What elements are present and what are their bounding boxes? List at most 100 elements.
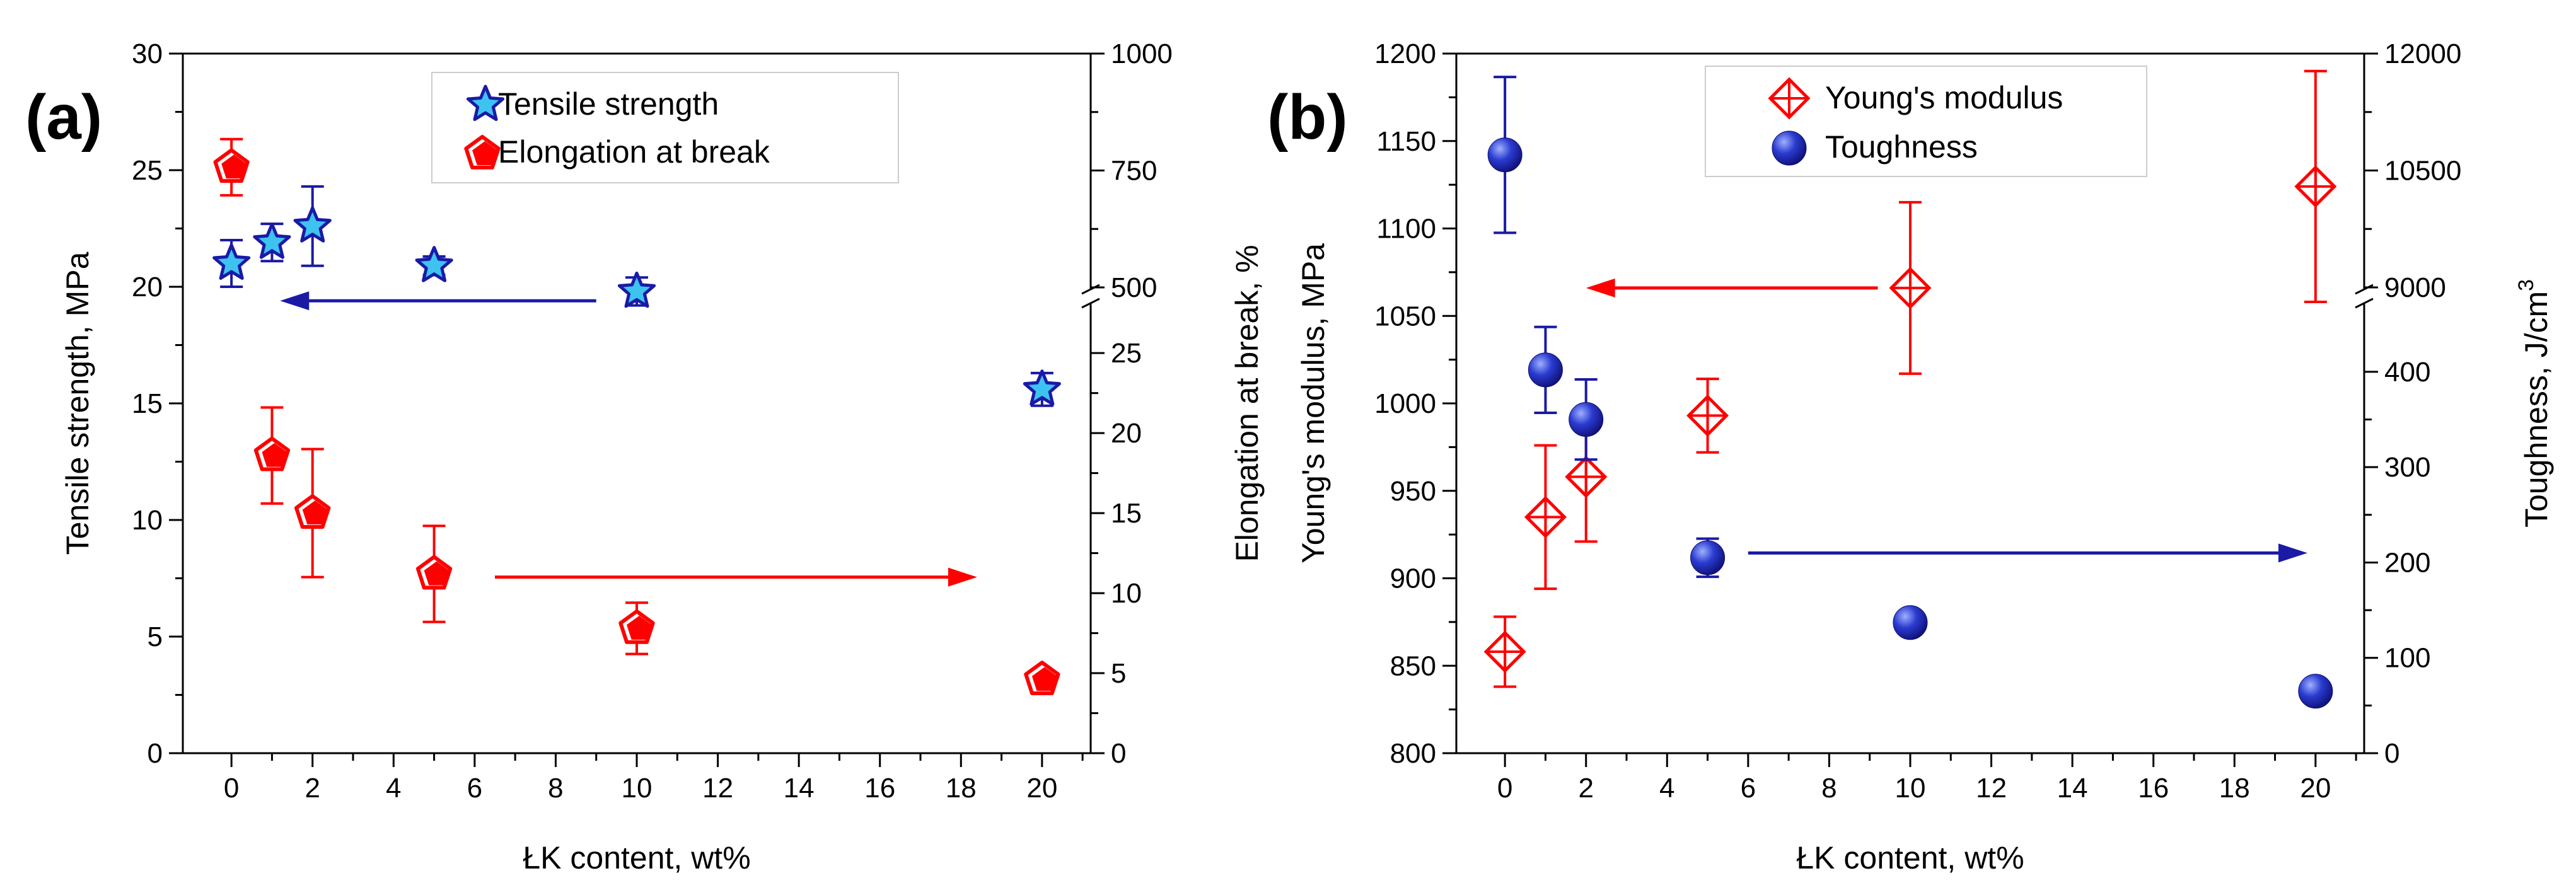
star-point bbox=[212, 243, 251, 280]
right-tick-label: 500 bbox=[1111, 272, 1157, 303]
right-tick-label: 400 bbox=[2384, 357, 2430, 388]
right-ticks-b: 0 100 200 300 400 9000 10500 12000 bbox=[2355, 38, 2461, 769]
left-tick-label: 15 bbox=[132, 388, 163, 419]
y-axis-title-right-b-text: Toughness, J/cm bbox=[2519, 291, 2554, 528]
star-point bbox=[293, 206, 332, 243]
y-axis-title-left-b: Young's modulus, MPa bbox=[1296, 243, 1331, 563]
x-tick-label: 18 bbox=[946, 773, 977, 804]
x-ticks-a: 0 2 4 6 8 10 12 14 16 18 20 bbox=[224, 753, 1084, 804]
sphere-point bbox=[1528, 352, 1563, 388]
sphere-point bbox=[1569, 402, 1604, 437]
legend-sphere-marker bbox=[1772, 130, 1807, 166]
left-tick-label: 850 bbox=[1390, 650, 1436, 681]
sphere-point bbox=[1893, 605, 1928, 640]
right-tick-label: 10500 bbox=[2384, 156, 2461, 187]
x-axis-title-b: ŁK content, wt% bbox=[1796, 840, 2024, 875]
panel-label-b: (b) bbox=[1267, 82, 1348, 153]
legend-star-marker bbox=[466, 84, 505, 121]
arrows-b bbox=[1586, 278, 2307, 563]
x-tick-label: 4 bbox=[1659, 773, 1674, 804]
left-tick-label: 1200 bbox=[1374, 38, 1436, 69]
pentagon-point bbox=[627, 615, 652, 640]
x-tick-label: 10 bbox=[622, 773, 653, 804]
legend-entry-youngs: Young's modulus bbox=[1825, 80, 2063, 115]
left-tick-label: 0 bbox=[148, 738, 163, 769]
left-tick-label: 1150 bbox=[1376, 126, 1436, 157]
axis-break-gap bbox=[1088, 289, 1108, 304]
left-tick-label: 5 bbox=[148, 621, 163, 652]
left-tick-label: 20 bbox=[132, 272, 163, 303]
sphere-point bbox=[1487, 137, 1523, 173]
right-tick-label: 12000 bbox=[2384, 38, 2461, 69]
legend-entry-toughness: Toughness bbox=[1825, 129, 1978, 165]
x-tick-label: 0 bbox=[1497, 773, 1512, 804]
left-ticks-b: 800 850 900 950 1000 1050 1100 1150 1200 bbox=[1374, 38, 1456, 769]
axis-break-slash-bottom bbox=[1081, 297, 1100, 309]
x-tick-label: 16 bbox=[2138, 773, 2169, 804]
y-axis-title-right-a: Elongation at break, % bbox=[1229, 245, 1265, 562]
x-tick-label: 6 bbox=[1741, 773, 1756, 804]
axis-break-slash-top bbox=[1081, 284, 1100, 295]
right-tick-label: 200 bbox=[2384, 547, 2430, 578]
pentagon-point bbox=[1031, 667, 1057, 691]
left-tick-label: 25 bbox=[132, 155, 163, 186]
sphere-point bbox=[2298, 674, 2333, 709]
sphere-point bbox=[1690, 540, 1726, 575]
star-point bbox=[617, 271, 656, 308]
right-tick-label: 300 bbox=[2384, 452, 2430, 483]
right-tick-label: 20 bbox=[1111, 418, 1142, 449]
right-ticks-a: 0 5 10 15 20 25 500 750 1000 bbox=[1081, 38, 1173, 769]
star-point bbox=[415, 246, 453, 282]
legend-box-a bbox=[431, 72, 899, 183]
right-tick-label: 100 bbox=[2384, 643, 2430, 674]
panel-a: (a) ŁK content, wt% Tensile strength, MP… bbox=[25, 38, 1265, 875]
arrow-1-head bbox=[280, 291, 310, 311]
y-axis-title-right-b: Toughness, J/cm3 bbox=[2514, 279, 2554, 528]
y-axis-title-right-b-sup: 3 bbox=[2514, 279, 2538, 291]
right-tick-label: 15 bbox=[1111, 498, 1142, 529]
x-tick-label: 20 bbox=[2300, 773, 2331, 804]
right-tick-label: 9000 bbox=[2384, 272, 2446, 303]
pentagon-point bbox=[424, 561, 450, 586]
left-ticks-a: 0 5 10 15 20 25 30 bbox=[132, 38, 183, 769]
marks-a bbox=[212, 137, 1061, 695]
right-tick-label: 750 bbox=[1111, 156, 1157, 187]
left-tick-label: 800 bbox=[1390, 738, 1436, 769]
arrow-2-head bbox=[948, 567, 977, 587]
panel-b: (b) ŁK content, wt% Young's modulus, MPa… bbox=[1267, 38, 2554, 875]
x-tick-label: 8 bbox=[548, 773, 563, 804]
legend-entry-tensile: Tensile strength bbox=[498, 86, 719, 122]
x-tick-label: 2 bbox=[305, 773, 320, 804]
x-tick-label: 2 bbox=[1578, 773, 1593, 804]
star-point bbox=[1023, 369, 1061, 406]
x-ticks-b: 0 2 4 6 8 10 12 14 16 18 20 bbox=[1497, 753, 2357, 804]
left-tick-label: 1050 bbox=[1374, 301, 1436, 332]
left-tick-label: 1000 bbox=[1374, 388, 1436, 419]
left-tick-label: 900 bbox=[1390, 563, 1436, 594]
star-point bbox=[253, 222, 291, 259]
arrow-2-head bbox=[2278, 543, 2307, 563]
x-tick-label: 0 bbox=[224, 773, 239, 804]
x-tick-label: 20 bbox=[1026, 773, 1057, 804]
x-tick-label: 6 bbox=[467, 773, 482, 804]
right-tick-label: 0 bbox=[1111, 738, 1126, 769]
x-tick-label: 12 bbox=[1976, 773, 2007, 804]
right-tick-label: 5 bbox=[1111, 658, 1126, 689]
x-tick-label: 12 bbox=[702, 773, 733, 804]
x-tick-label: 16 bbox=[864, 773, 895, 804]
legend-b: Young's modulus Toughness bbox=[1705, 66, 2147, 177]
legend-a: Tensile strength Elongation at break bbox=[431, 72, 899, 183]
right-tick-label: 0 bbox=[2384, 738, 2399, 769]
x-axis-title-a: ŁK content, wt% bbox=[523, 840, 750, 875]
x-tick-label: 18 bbox=[2219, 773, 2250, 804]
marks-b bbox=[1483, 69, 2337, 709]
x-tick-label: 10 bbox=[1895, 773, 1926, 804]
axis-break-slash-bottom bbox=[2355, 297, 2374, 309]
x-tick-label: 14 bbox=[784, 773, 815, 804]
legend-pentagon-marker bbox=[472, 141, 497, 165]
arrow-1-head bbox=[1586, 278, 1615, 297]
axis-break-slash-top bbox=[2355, 284, 2374, 295]
pentagon-point bbox=[262, 442, 287, 467]
legend-pentagon-icon bbox=[464, 135, 501, 170]
